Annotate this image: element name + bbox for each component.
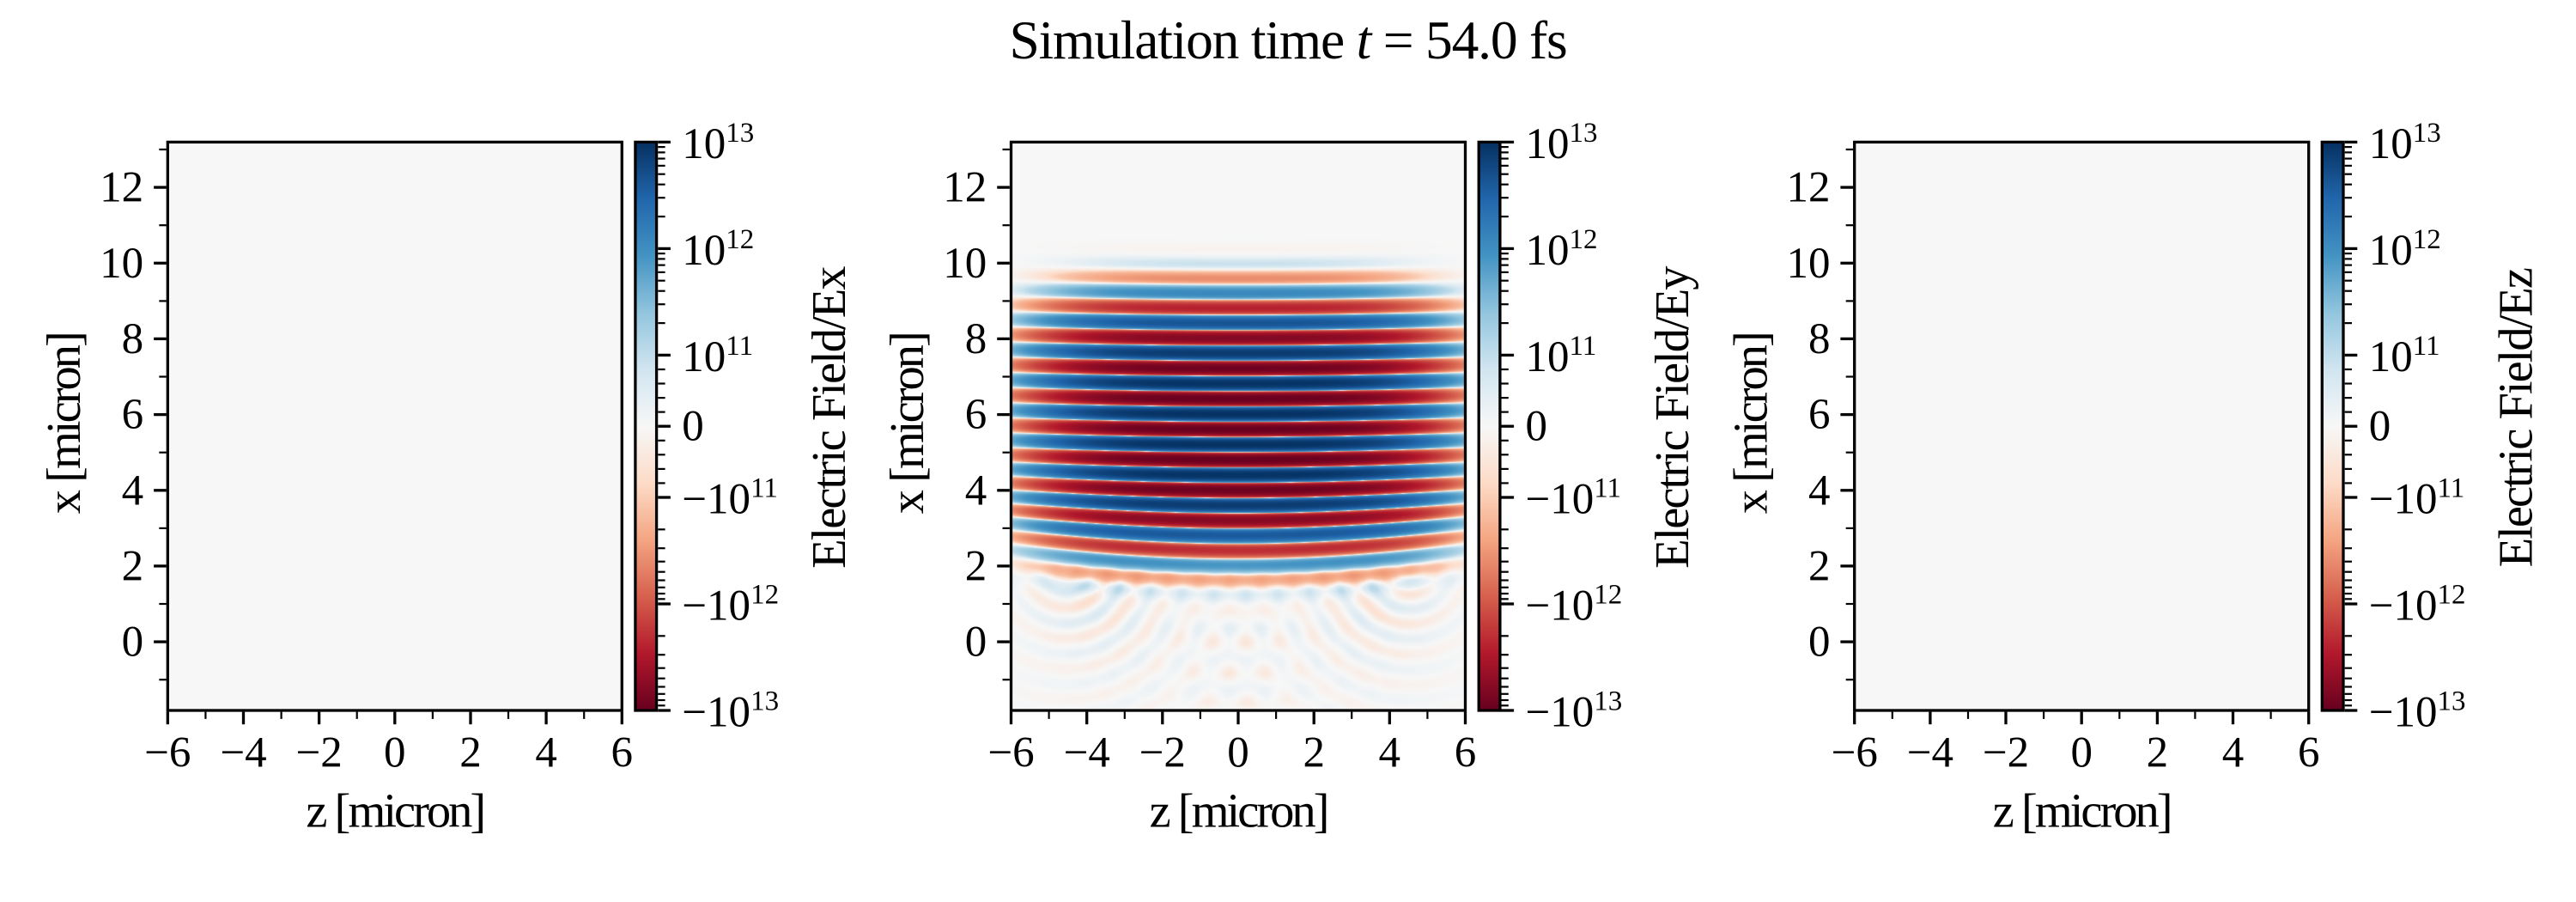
svg-text:z [micron]: z [micron] bbox=[1150, 785, 1327, 838]
svg-text:Electric Field/Ex: Electric Field/Ex bbox=[803, 266, 856, 569]
svg-text:z [micron]: z [micron] bbox=[1993, 785, 2171, 838]
svg-text:6: 6 bbox=[2298, 729, 2320, 777]
svg-text:0: 0 bbox=[2369, 403, 2391, 451]
svg-text:−4: −4 bbox=[1064, 729, 1110, 777]
svg-text:0: 0 bbox=[1227, 729, 1249, 777]
svg-text:2: 2 bbox=[1303, 729, 1325, 777]
svg-text:10: 10 bbox=[1787, 240, 1831, 288]
svg-text:1013: 1013 bbox=[682, 118, 754, 168]
svg-text:x [micron]: x [micron] bbox=[38, 333, 91, 514]
svg-text:2: 2 bbox=[1808, 542, 1831, 590]
svg-text:−4: −4 bbox=[220, 729, 266, 777]
svg-text:−6: −6 bbox=[144, 729, 191, 777]
svg-text:Simulation time t = 54.0 fs: Simulation time t = 54.0 fs bbox=[1010, 9, 1567, 70]
svg-text:12: 12 bbox=[1787, 164, 1831, 212]
svg-text:z [micron]: z [micron] bbox=[306, 785, 483, 838]
svg-text:x [micron]: x [micron] bbox=[1724, 333, 1777, 514]
svg-text:2: 2 bbox=[965, 542, 987, 590]
svg-text:8: 8 bbox=[122, 315, 144, 363]
svg-text:0: 0 bbox=[2070, 729, 2093, 777]
svg-text:−2: −2 bbox=[1139, 729, 1186, 777]
svg-text:4: 4 bbox=[965, 466, 987, 515]
svg-text:4: 4 bbox=[1808, 466, 1831, 515]
svg-text:1013: 1013 bbox=[2369, 118, 2441, 168]
svg-text:6: 6 bbox=[965, 391, 987, 439]
svg-text:0: 0 bbox=[122, 619, 144, 667]
svg-text:x [micron]: x [micron] bbox=[881, 333, 934, 514]
svg-text:−1011: −1011 bbox=[682, 473, 778, 524]
svg-text:−1013: −1013 bbox=[1526, 686, 1623, 737]
svg-text:2: 2 bbox=[459, 729, 482, 777]
svg-text:−1013: −1013 bbox=[2369, 686, 2466, 737]
svg-text:1011: 1011 bbox=[682, 331, 753, 381]
svg-text:4: 4 bbox=[122, 466, 144, 515]
svg-text:Electric Field/Ey: Electric Field/Ey bbox=[1646, 265, 1699, 569]
svg-text:−1012: −1012 bbox=[682, 580, 779, 631]
svg-text:−1012: −1012 bbox=[2369, 580, 2466, 631]
svg-text:4: 4 bbox=[1379, 729, 1401, 777]
svg-text:2: 2 bbox=[2147, 729, 2169, 777]
svg-text:2: 2 bbox=[122, 542, 144, 590]
svg-text:10: 10 bbox=[100, 240, 143, 288]
svg-text:8: 8 bbox=[965, 315, 987, 363]
svg-text:−1011: −1011 bbox=[1526, 473, 1622, 524]
svg-text:4: 4 bbox=[2222, 729, 2245, 777]
svg-text:12: 12 bbox=[100, 164, 143, 212]
svg-text:−2: −2 bbox=[295, 729, 342, 777]
svg-text:−1011: −1011 bbox=[2369, 473, 2465, 524]
svg-text:1012: 1012 bbox=[682, 224, 754, 275]
svg-text:12: 12 bbox=[943, 164, 987, 212]
svg-text:1011: 1011 bbox=[1526, 331, 1597, 381]
svg-text:1012: 1012 bbox=[1526, 224, 1598, 275]
svg-text:0: 0 bbox=[1526, 403, 1548, 451]
svg-text:−2: −2 bbox=[1983, 729, 2029, 777]
svg-text:0: 0 bbox=[965, 619, 987, 667]
svg-text:Electric Field/Ez: Electric Field/Ez bbox=[2489, 268, 2543, 567]
svg-text:1011: 1011 bbox=[2369, 331, 2440, 381]
svg-text:1012: 1012 bbox=[2369, 224, 2441, 275]
svg-text:0: 0 bbox=[682, 403, 704, 451]
svg-text:6: 6 bbox=[1455, 729, 1477, 777]
svg-text:4: 4 bbox=[535, 729, 557, 777]
svg-text:6: 6 bbox=[1808, 391, 1831, 439]
svg-text:8: 8 bbox=[1808, 315, 1831, 363]
svg-text:−6: −6 bbox=[987, 729, 1034, 777]
svg-text:6: 6 bbox=[122, 391, 144, 439]
svg-text:−4: −4 bbox=[1907, 729, 1953, 777]
svg-text:0: 0 bbox=[1808, 619, 1831, 667]
svg-text:10: 10 bbox=[943, 240, 987, 288]
svg-text:1013: 1013 bbox=[1526, 118, 1598, 168]
svg-text:−1012: −1012 bbox=[1526, 580, 1623, 631]
svg-text:−6: −6 bbox=[1832, 729, 1878, 777]
svg-text:6: 6 bbox=[611, 729, 634, 777]
svg-text:0: 0 bbox=[384, 729, 406, 777]
svg-text:−1013: −1013 bbox=[682, 686, 779, 737]
